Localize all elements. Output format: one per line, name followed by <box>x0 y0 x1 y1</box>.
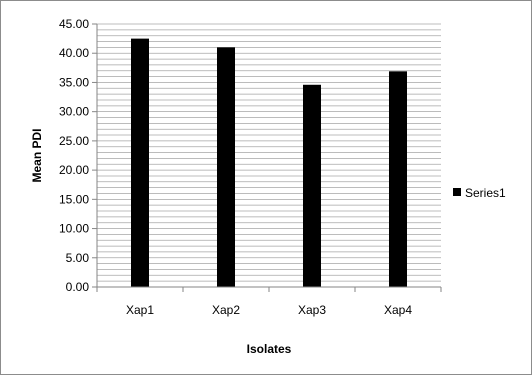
x-tick-label-xap4: Xap4 <box>384 303 412 317</box>
y-tick-label: 20.00 <box>59 163 89 177</box>
y-tick-label: 30.00 <box>59 105 89 119</box>
x-tick-label-xap2: Xap2 <box>212 303 240 317</box>
y-axis-title: Mean PDI <box>30 128 44 182</box>
y-tick-label: 35.00 <box>59 75 89 89</box>
y-tick-label: 45.00 <box>59 17 89 31</box>
y-tick-label: 10.00 <box>59 222 89 236</box>
bar-xap4 <box>389 71 407 287</box>
bars <box>131 38 407 287</box>
legend-swatch-series1 <box>453 188 461 196</box>
bar-xap1 <box>131 38 149 287</box>
x-tick-label-xap1: Xap1 <box>126 303 154 317</box>
y-tick-label: 25.00 <box>59 134 89 148</box>
x-tick-label-xap3: Xap3 <box>298 303 326 317</box>
y-tick-label: 0.00 <box>66 280 90 294</box>
y-tick-label: 40.00 <box>59 46 89 60</box>
legend-label-series1: Series1 <box>465 186 506 200</box>
legend: Series1 <box>453 186 506 200</box>
bar-xap2 <box>217 47 235 287</box>
y-tick-labels: 0.00 5.00 10.00 15.00 20.00 25.00 30.00 35.00 40… <box>59 17 97 294</box>
bar-xap3 <box>303 84 321 287</box>
y-tick-label: 5.00 <box>66 251 90 265</box>
x-axis-title: Isolates <box>247 342 292 356</box>
x-tick-labels: Xap1 Xap2 Xap3 Xap4 <box>96 287 442 317</box>
y-tick-label: 15.00 <box>59 192 89 206</box>
gridlines <box>97 23 441 282</box>
